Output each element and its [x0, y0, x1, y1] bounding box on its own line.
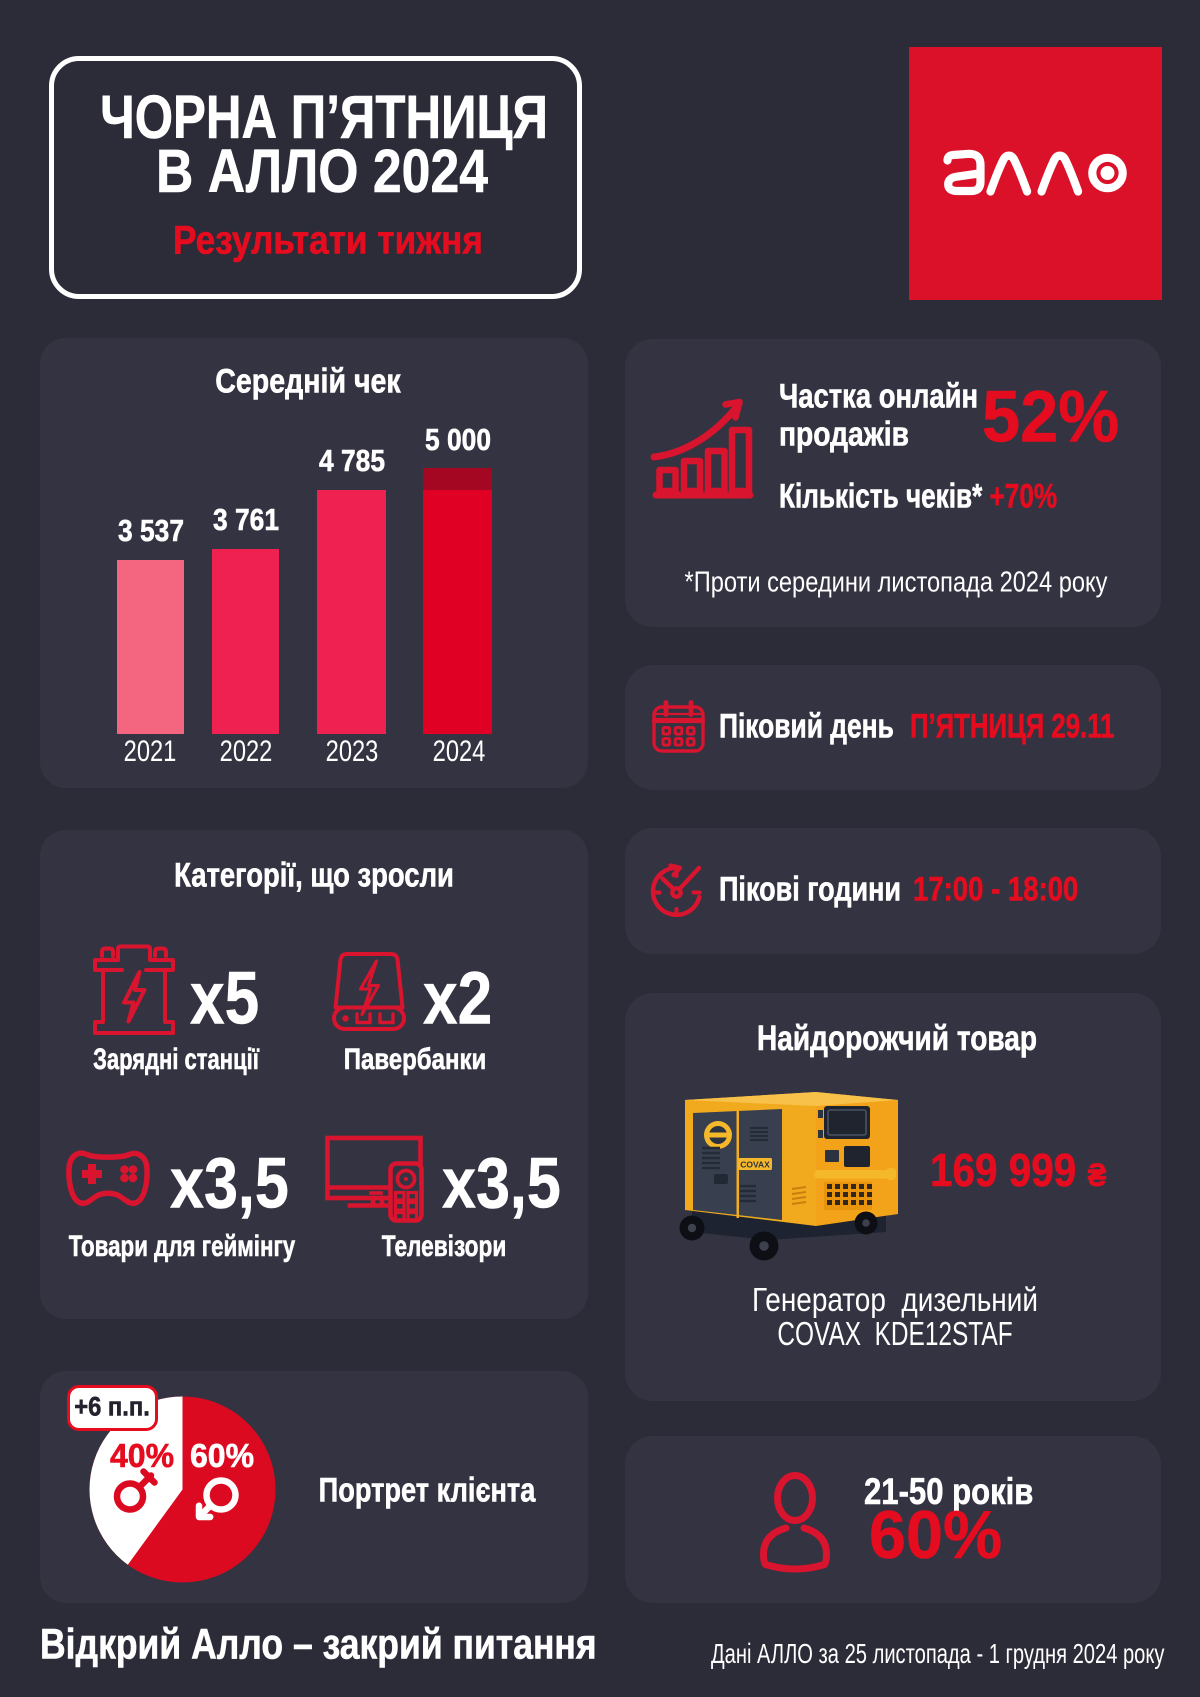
svg-text:COVAX: COVAX [740, 1160, 770, 1170]
